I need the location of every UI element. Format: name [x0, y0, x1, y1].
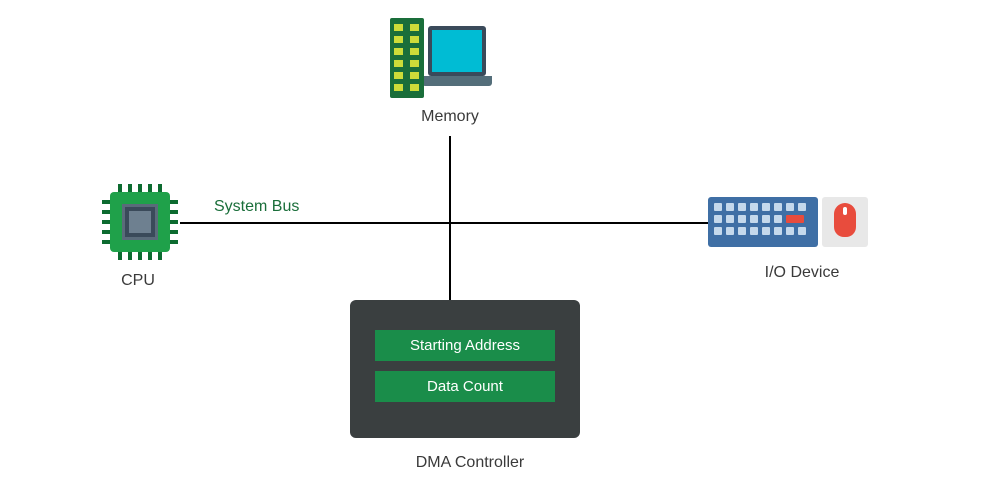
system-bus-vertical [449, 136, 451, 300]
io-device-icon [708, 197, 878, 247]
dma-field-data-count: Data Count [375, 371, 555, 402]
dma-controller-box: Starting Address Data Count [350, 300, 580, 438]
io-device-label: I/O Device [752, 264, 852, 282]
system-bus-label: System Bus [214, 198, 299, 216]
dma-architecture-diagram: System Bus CPU [0, 0, 1000, 500]
cpu-label: CPU [108, 272, 168, 290]
cpu-icon [100, 182, 180, 262]
dma-controller-label: DMA Controller [400, 454, 540, 472]
system-bus-horizontal [180, 222, 708, 224]
memory-label: Memory [410, 108, 490, 126]
memory-icon [390, 18, 510, 108]
dma-field-starting-address: Starting Address [375, 330, 555, 361]
